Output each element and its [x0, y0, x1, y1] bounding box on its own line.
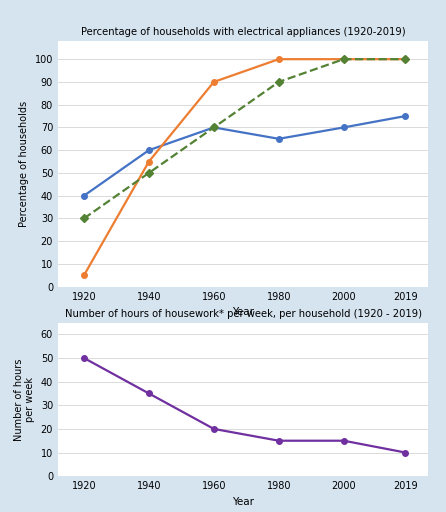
- Hours per week: [341, 438, 347, 444]
- Washing machine: [341, 124, 347, 131]
- Line: Refrigerator: Refrigerator: [81, 56, 408, 278]
- Title: Percentage of households with electrical appliances (1920-2019): Percentage of households with electrical…: [81, 28, 405, 37]
- Washing machine: [276, 136, 281, 142]
- Vacuum cleaner: [211, 124, 216, 131]
- Vacuum cleaner: [81, 216, 87, 222]
- Refrigerator: [211, 79, 216, 85]
- Y-axis label: Number of hours
per week: Number of hours per week: [13, 358, 35, 440]
- Washing machine: [81, 193, 87, 199]
- Vacuum cleaner: [276, 79, 281, 85]
- Line: Washing machine: Washing machine: [81, 113, 408, 199]
- Washing machine: [146, 147, 152, 153]
- Line: Vacuum cleaner: Vacuum cleaner: [81, 56, 408, 221]
- Title: Number of hours of housework* per week, per household (1920 - 2019): Number of hours of housework* per week, …: [65, 309, 421, 319]
- Hours per week: [146, 390, 152, 396]
- Hours per week: [211, 426, 216, 432]
- Refrigerator: [146, 159, 152, 165]
- Refrigerator: [81, 272, 87, 279]
- Refrigerator: [341, 56, 347, 62]
- X-axis label: Year: Year: [232, 307, 254, 317]
- X-axis label: Year: Year: [232, 497, 254, 506]
- Legend: Washing machine, Refrigerator, Vacuum cleaner: Washing machine, Refrigerator, Vacuum cl…: [91, 345, 395, 364]
- Refrigerator: [276, 56, 281, 62]
- Washing machine: [403, 113, 408, 119]
- Vacuum cleaner: [403, 56, 408, 62]
- Y-axis label: Percentage of households: Percentage of households: [19, 101, 29, 227]
- Vacuum cleaner: [341, 56, 347, 62]
- Hours per week: [403, 450, 408, 456]
- Hours per week: [81, 355, 87, 361]
- Line: Hours per week: Hours per week: [81, 355, 408, 455]
- Refrigerator: [403, 56, 408, 62]
- Vacuum cleaner: [146, 170, 152, 176]
- Washing machine: [211, 124, 216, 131]
- Hours per week: [276, 438, 281, 444]
